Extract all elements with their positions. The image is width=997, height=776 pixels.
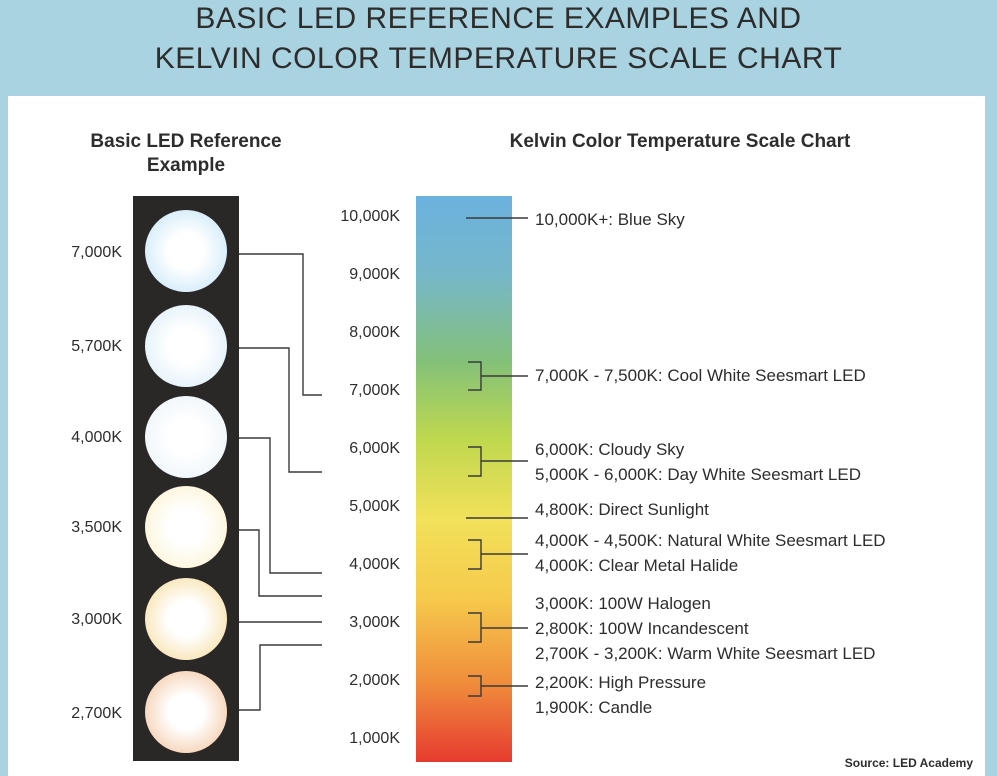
connector-2700k [239,644,322,711]
led-label-5700k: 5,700K [71,338,122,355]
led-3500k [145,486,227,568]
tick-7000k: 7,000K [349,382,400,399]
kelvin-gradient-bar [416,196,512,762]
annotation-line: 4,000K: Clear Metal Halide [535,556,739,575]
annotation-line: 10,000K+: Blue Sky [535,210,685,229]
led-label-7000k: 7,000K [71,244,122,261]
annotation-line: 7,000K - 7,500K: Cool White Seesmart LED [535,366,866,385]
bracket-cool-white [468,361,482,391]
tick-2000k: 2,000K [349,672,400,689]
led-label-4000k: 4,000K [71,429,122,446]
annotation-cool-white: 7,000K - 7,500K: Cool White Seesmart LED [535,363,866,388]
title-banner: BASIC LED REFERENCE EXAMPLES AND KELVIN … [0,0,997,96]
tick-1000k: 1,000K [349,730,400,747]
bracket-cloudy-day [468,446,482,477]
connector-7000k [239,253,322,396]
connector-4000k [239,437,322,574]
annotation-line: 5,000K - 6,000K: Day White Seesmart LED [535,465,861,484]
led-3000k [145,578,227,660]
led-2700k [145,671,227,753]
tick-4000k: 4,000K [349,556,400,573]
led-7000k [145,210,227,292]
annotation-line: 2,700K - 3,200K: Warm White Seesmart LED [535,644,876,663]
led-label-3500k: 3,500K [71,519,122,536]
annotation-line: 4,800K: Direct Sunlight [535,500,709,519]
annotation-line: 6,000K: Cloudy Sky [535,440,685,459]
annotation-natural-white: 4,000K - 4,500K: Natural White Seesmart … [535,528,886,578]
tick-5000k: 5,000K [349,498,400,515]
tick-9000k: 9,000K [349,266,400,283]
tick-8000k: 8,000K [349,324,400,341]
frame-right-border [985,96,997,776]
led-panel [133,196,239,761]
annotation-line: 3,000K: 100W Halogen [535,594,711,613]
bracket-high-pressure [468,675,482,697]
annotation-cloudy-day-white: 6,000K: Cloudy Sky 5,000K - 6,000K: Day … [535,437,861,487]
led-label-3000k: 3,000K [71,611,122,628]
annotation-line: 2,200K: High Pressure [535,673,707,692]
bracket-natural-white [468,539,482,570]
annotation-line: 4,000K - 4,500K: Natural White Seesmart … [535,531,886,550]
annotation-line: 2,800K: 100W Incandescent [535,619,749,638]
scale-section-heading: Kelvin Color Temperature Scale Chart [509,131,851,152]
led-section-heading: Basic LED Reference Example [60,130,312,178]
connector-5700k [239,347,322,473]
annotation-blue-sky: 10,000K+: Blue Sky [535,207,685,232]
title-line-1: BASIC LED REFERENCE EXAMPLES AND [195,2,802,35]
annotation-direct-sunlight: 4,800K: Direct Sunlight [535,497,709,522]
title-line-2: KELVIN COLOR TEMPERATURE SCALE CHART [154,42,843,75]
led-5700k [145,305,227,387]
annotation-high-pressure-candle: 2,200K: High Pressure 1,900K: Candle [535,670,706,720]
bracket-halogen [468,612,482,643]
source-credit: Source: LED Academy [844,756,973,770]
annotation-halogen-warm-white: 3,000K: 100W Halogen 2,800K: 100W Incand… [535,591,875,666]
annotation-line: 1,900K: Candle [535,698,653,717]
tick-3000k: 3,000K [349,614,400,631]
led-heading-line-2: Example [146,155,226,176]
led-heading-line-1: Basic LED Reference [90,131,282,152]
led-4000k [145,396,227,478]
tick-6000k: 6,000K [349,440,400,457]
frame-left-border [0,96,8,776]
tick-10000k: 10,000K [340,208,400,225]
led-label-2700k: 2,700K [71,705,122,722]
connector-3500k [239,529,322,597]
